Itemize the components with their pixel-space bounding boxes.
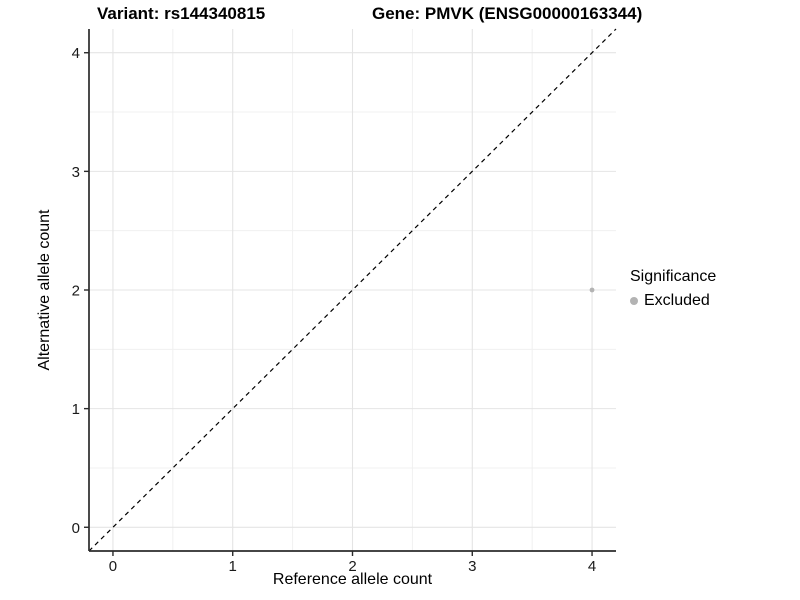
legend-point-swatch — [630, 297, 638, 305]
data-point — [589, 287, 595, 293]
x-tick-label: 4 — [588, 558, 596, 575]
x-tick-label: 3 — [468, 558, 476, 575]
variant-title: Variant: rs144340815 — [97, 4, 266, 23]
y-tick-label: 1 — [72, 401, 80, 418]
y-tick-label: 3 — [72, 164, 80, 181]
gene-title: Gene: PMVK (ENSG00000163344) — [372, 4, 643, 23]
legend-item: Excluded — [630, 292, 716, 310]
legend-title: Significance — [630, 268, 717, 285]
y-tick-label: 0 — [72, 520, 80, 537]
x-tick-label: 0 — [109, 558, 117, 575]
y-tick-label: 2 — [72, 283, 80, 300]
x-tick-label: 2 — [348, 558, 356, 575]
x-tick-label: 1 — [229, 558, 237, 575]
y-axis-title: Alternative allele count — [36, 209, 53, 371]
legend-item-label: Excluded — [644, 292, 710, 309]
x-axis-title: Reference allele count — [272, 571, 433, 588]
legend-items: Excluded — [630, 292, 716, 310]
y-tick-label: 4 — [72, 45, 80, 62]
legend: Significance Excluded — [630, 268, 716, 310]
